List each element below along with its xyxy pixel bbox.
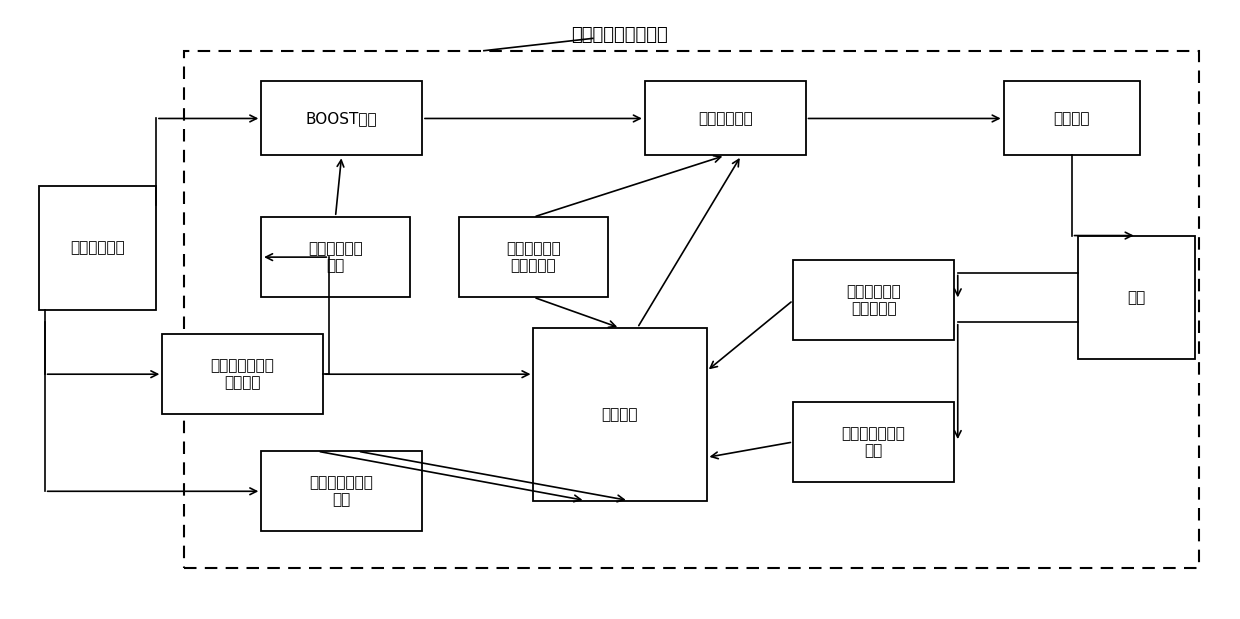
Text: 电网: 电网 — [1127, 290, 1146, 305]
Bar — [262, 82, 422, 155]
Text: 光伏电池阵列: 光伏电池阵列 — [69, 240, 125, 256]
Text: 直流升压驱动
电路: 直流升压驱动 电路 — [308, 241, 363, 274]
Bar — [38, 186, 156, 310]
Bar — [1078, 236, 1195, 359]
Bar — [533, 328, 707, 501]
Text: 直流电流、电
压检测电路: 直流电流、电 压检测电路 — [506, 241, 560, 274]
Text: 滤波电路: 滤波电路 — [1053, 111, 1090, 126]
Text: 电池电流、电压
检测电路: 电池电流、电压 检测电路 — [211, 358, 274, 391]
Text: 过流、过压保护
电路: 过流、过压保护 电路 — [310, 475, 373, 508]
Text: 微控制器: 微控制器 — [601, 407, 639, 422]
Bar — [262, 217, 409, 297]
Text: BOOST电路: BOOST电路 — [306, 111, 377, 126]
Text: 交流电压、电
流检测电路: 交流电压、电 流检测电路 — [846, 284, 901, 316]
Text: 三相逆变电路: 三相逆变电路 — [698, 111, 753, 126]
Bar — [794, 402, 954, 482]
Bar — [1003, 82, 1140, 155]
Text: 光伏逆变器硬件结构: 光伏逆变器硬件结构 — [572, 26, 668, 44]
Bar — [262, 451, 422, 531]
Bar — [185, 51, 1199, 568]
Bar — [645, 82, 806, 155]
Bar — [794, 260, 954, 340]
Text: 锁相环过零检测
电路: 锁相环过零检测 电路 — [842, 426, 905, 458]
Bar — [459, 217, 608, 297]
Bar — [162, 334, 324, 414]
